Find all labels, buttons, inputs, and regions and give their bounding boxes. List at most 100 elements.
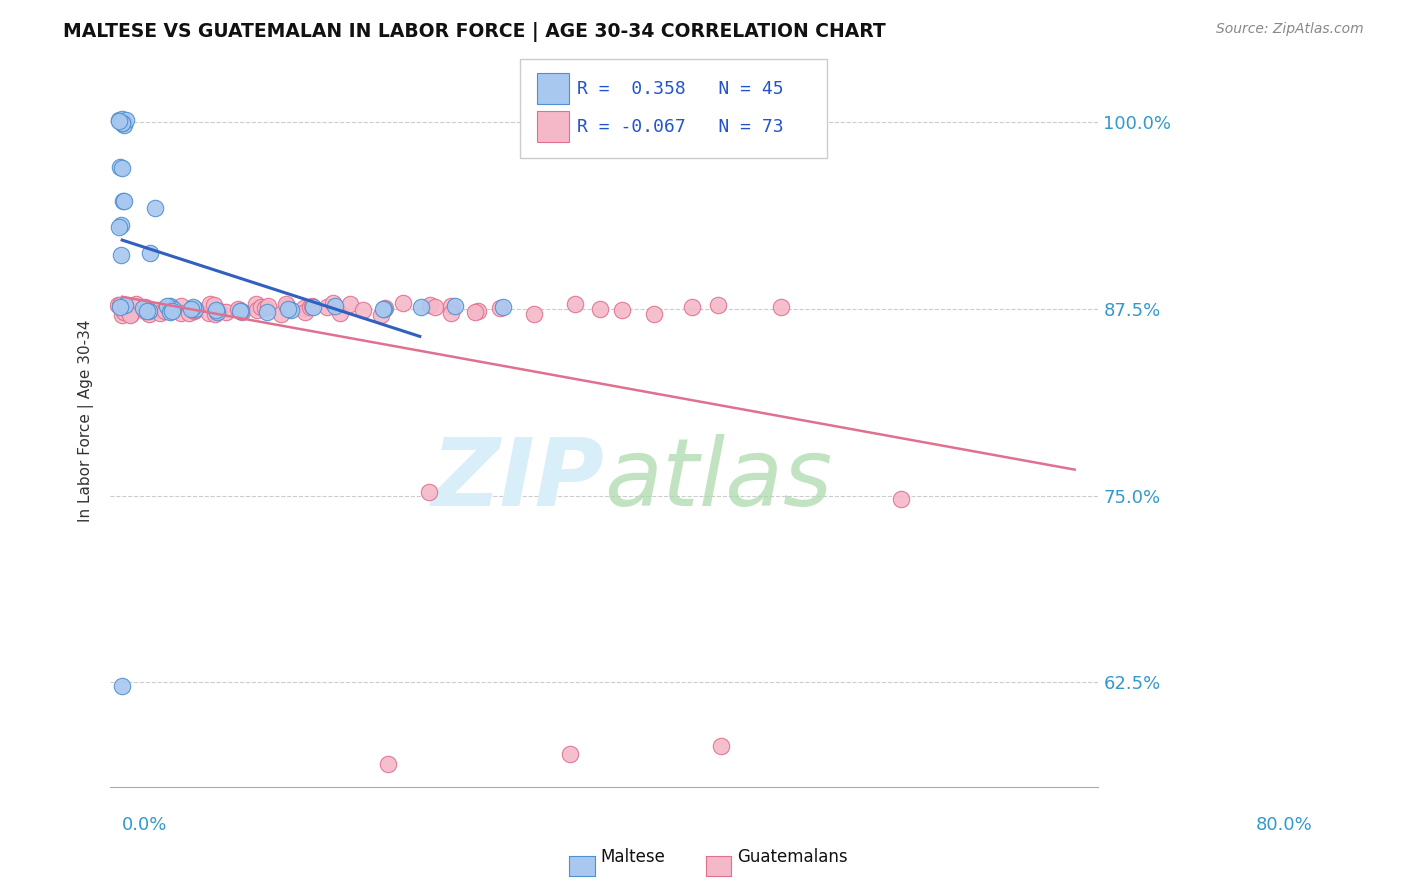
Point bbox=[409, 300, 432, 314]
Point bbox=[134, 300, 156, 314]
Point bbox=[423, 301, 446, 315]
Point bbox=[149, 306, 172, 320]
Point bbox=[162, 301, 184, 316]
Point bbox=[110, 218, 132, 232]
Point bbox=[183, 300, 205, 314]
Point bbox=[112, 116, 135, 130]
Point bbox=[135, 304, 157, 318]
Y-axis label: In Labor Force | Age 30-34: In Labor Force | Age 30-34 bbox=[79, 320, 94, 523]
Point bbox=[229, 303, 252, 318]
Point bbox=[159, 305, 181, 319]
Point bbox=[153, 304, 176, 318]
Point bbox=[558, 747, 581, 761]
Point bbox=[170, 299, 193, 313]
Point bbox=[276, 299, 298, 313]
Point bbox=[179, 306, 201, 320]
Point bbox=[301, 300, 323, 314]
Point bbox=[170, 306, 193, 320]
Point bbox=[110, 160, 132, 174]
Point bbox=[352, 302, 374, 317]
Point bbox=[298, 300, 321, 314]
Text: atlas: atlas bbox=[605, 434, 832, 525]
Point bbox=[114, 301, 136, 315]
Point bbox=[467, 304, 489, 318]
Point bbox=[183, 303, 205, 318]
Point bbox=[124, 297, 146, 311]
Point bbox=[370, 308, 392, 322]
Point bbox=[371, 302, 394, 317]
Point bbox=[108, 219, 131, 234]
Point bbox=[523, 307, 546, 321]
Point bbox=[374, 301, 396, 315]
Point bbox=[890, 491, 912, 506]
Point bbox=[707, 298, 730, 312]
Point bbox=[112, 194, 135, 208]
Point bbox=[377, 756, 399, 771]
Point bbox=[440, 306, 463, 320]
Point bbox=[110, 248, 132, 262]
Point bbox=[440, 299, 463, 313]
Point bbox=[180, 302, 202, 317]
Point bbox=[280, 302, 302, 317]
Point bbox=[198, 297, 221, 311]
Point bbox=[418, 485, 440, 500]
Text: Guatemalans: Guatemalans bbox=[737, 848, 848, 866]
Point bbox=[610, 302, 633, 317]
Point bbox=[276, 302, 298, 317]
Point bbox=[143, 201, 166, 215]
Point bbox=[131, 301, 153, 316]
Point bbox=[183, 303, 205, 318]
Point bbox=[114, 304, 136, 318]
Point bbox=[464, 305, 486, 319]
Point bbox=[184, 302, 207, 317]
Point bbox=[111, 116, 134, 130]
Point bbox=[226, 301, 249, 316]
Point bbox=[108, 301, 131, 315]
Point bbox=[138, 307, 160, 321]
Point bbox=[205, 303, 228, 318]
FancyBboxPatch shape bbox=[520, 59, 827, 158]
Point bbox=[120, 307, 142, 321]
Text: Maltese: Maltese bbox=[600, 848, 665, 866]
Point bbox=[112, 304, 135, 318]
Point bbox=[245, 303, 267, 318]
Text: R = -0.067   N = 73: R = -0.067 N = 73 bbox=[576, 118, 783, 136]
Point bbox=[108, 297, 131, 311]
Point bbox=[392, 296, 415, 310]
Text: 80.0%: 80.0% bbox=[1256, 816, 1313, 834]
Point bbox=[112, 194, 135, 209]
Point bbox=[159, 299, 181, 313]
Point bbox=[373, 301, 395, 316]
Point bbox=[492, 301, 515, 315]
Point bbox=[111, 679, 134, 693]
Point bbox=[681, 300, 703, 314]
Point bbox=[115, 299, 138, 313]
Point bbox=[229, 303, 252, 318]
Point bbox=[323, 299, 346, 313]
Point bbox=[589, 302, 612, 317]
Point bbox=[256, 305, 278, 319]
Point bbox=[114, 113, 136, 128]
Point bbox=[207, 305, 229, 319]
Point bbox=[710, 739, 733, 753]
Point bbox=[114, 298, 136, 312]
Point bbox=[249, 300, 271, 314]
Point bbox=[329, 306, 352, 320]
Point bbox=[111, 116, 134, 130]
Text: Source: ZipAtlas.com: Source: ZipAtlas.com bbox=[1216, 22, 1364, 37]
Point bbox=[134, 303, 156, 318]
Point bbox=[339, 296, 361, 310]
Point bbox=[254, 301, 277, 315]
Point bbox=[162, 302, 184, 317]
Point bbox=[202, 298, 225, 312]
Point bbox=[294, 304, 316, 318]
Point bbox=[156, 299, 179, 313]
Point bbox=[419, 298, 441, 312]
Point bbox=[111, 308, 134, 322]
Point bbox=[270, 307, 292, 321]
Point bbox=[114, 302, 136, 317]
Point bbox=[443, 299, 465, 313]
Point bbox=[111, 161, 134, 175]
Point bbox=[138, 303, 160, 318]
Point bbox=[257, 299, 280, 313]
